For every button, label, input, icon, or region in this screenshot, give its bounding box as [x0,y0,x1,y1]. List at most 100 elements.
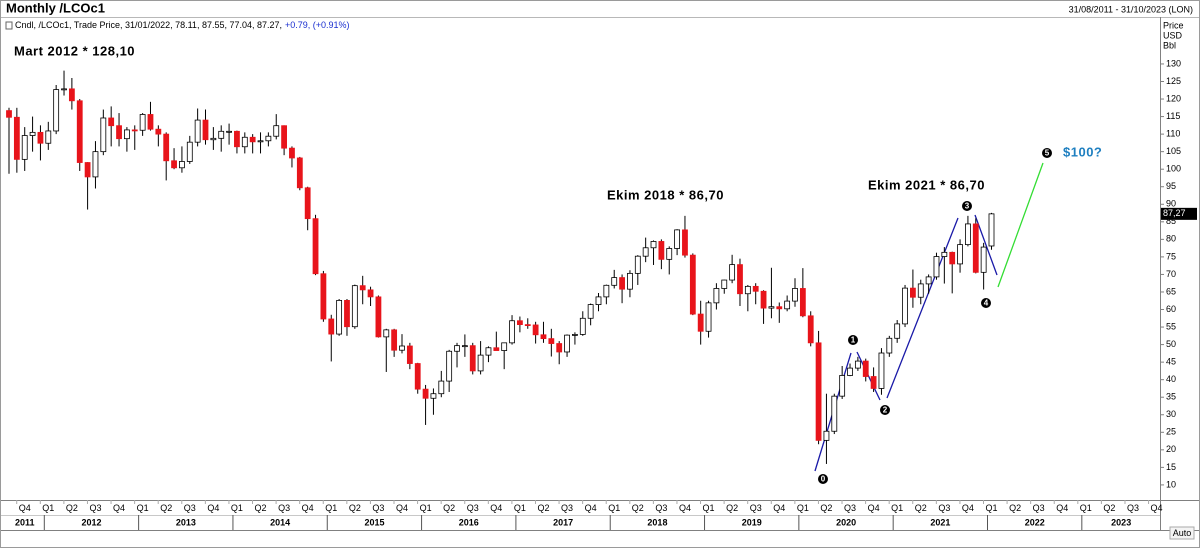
y-tick-label: 85 [1166,216,1176,226]
candle-body [265,135,272,142]
x-tick-label: Q3 [938,503,950,513]
candle-body [131,129,138,132]
y-tick-label: 40 [1166,374,1176,384]
candle-body [446,350,453,382]
candle-body [925,276,932,285]
x-tick-label: Q2 [537,503,549,513]
x-tick-label: Q4 [396,503,408,513]
candle-body [721,279,728,289]
candle-body [768,306,775,309]
wave-marker [962,201,972,211]
wave-label: 1 [851,336,856,345]
wave-line [886,217,959,399]
wave-label: 5 [1045,149,1050,158]
autoscale-label[interactable]: Auto [1173,528,1192,538]
candle-body [84,162,91,178]
y-tick-label: 75 [1166,251,1176,261]
candle-body [815,342,822,441]
x-tick-label: Q1 [703,503,715,513]
candle-body [493,347,500,351]
y-tick-label: 105 [1166,146,1181,156]
x-tick-label: Q3 [184,503,196,513]
candle-body [108,117,115,127]
x-tick-label: Q4 [19,503,31,513]
candle-body [116,125,122,140]
candle-body [179,161,185,169]
y-tick-label: 55 [1166,321,1176,331]
wave-label: 3 [965,202,970,211]
x-tick-label: Q1 [137,503,149,513]
candle-body [469,345,476,372]
year-label: 2016 [459,517,479,527]
x-tick-label: Q3 [655,503,667,513]
wave-label: 2 [883,406,888,415]
candle-body [760,290,767,309]
projection-line [997,162,1044,288]
series-icon [5,21,13,30]
wave-marker [981,298,991,308]
candle-body [572,334,578,336]
autoscale-button[interactable] [1169,526,1195,540]
candle-body [933,256,940,278]
candle-body [273,125,280,137]
candle-body [839,375,846,397]
candle-body [870,376,877,389]
year-label: 2018 [647,517,667,527]
x-tick-label: Q1 [231,503,243,513]
candle-body [320,273,327,320]
candle-body [957,244,963,265]
annotation: Ekim 2018 * 86,70 [607,187,724,202]
wave-label: 0 [821,475,826,484]
candle-body [76,100,83,163]
x-tick-label: Q4 [868,503,880,513]
x-tick-label: Q2 [915,503,927,513]
candle-body [650,241,657,249]
candle-body [854,360,861,369]
candle-body [351,285,358,328]
x-tick-label: Q1 [420,503,432,513]
candle-body [627,272,633,290]
candle-body [949,251,956,265]
candle-body [799,288,806,317]
x-tick-label: Q2 [632,503,644,513]
x-tick-label: Q3 [278,503,290,513]
candle-body [304,187,311,220]
candle-body [603,284,610,298]
date-range: 31/08/2011 - 31/10/2023 (LON) [1069,4,1193,14]
year-label: 2023 [1111,517,1131,527]
x-tick-label: Q1 [325,503,337,513]
candle-body [29,131,36,136]
candle-body [6,110,12,118]
x-tick-label: Q2 [160,503,172,513]
y-tick-label: 120 [1166,93,1181,103]
candle-body [210,137,217,141]
candle-body [281,125,288,149]
year-label: 2022 [1025,517,1045,527]
x-tick-label: Q2 [1103,503,1115,513]
x-tick-label: Q4 [1151,503,1163,513]
candle-body [532,324,539,336]
candle-body [792,288,798,302]
candle-body [587,304,594,319]
candle-body [171,160,177,169]
y-tick-label: 130 [1166,58,1181,68]
candle-body [713,288,720,304]
candle-body [186,141,193,162]
y-axis-label: Bbl [1163,40,1176,50]
candle-body [194,119,201,143]
candle-body [336,299,343,335]
candle-body [257,140,264,143]
x-tick-label: Q4 [585,503,597,513]
candle-body [517,320,523,325]
x-tick-label: Q2 [349,503,361,513]
candle-body [847,367,853,376]
candle-body [92,151,99,178]
x-tick-label: Q1 [514,503,526,513]
candle-body [697,313,704,332]
wave-marker [848,335,858,345]
candle-body [965,223,971,246]
year-label: 2021 [930,517,950,527]
candle-body [501,342,508,351]
